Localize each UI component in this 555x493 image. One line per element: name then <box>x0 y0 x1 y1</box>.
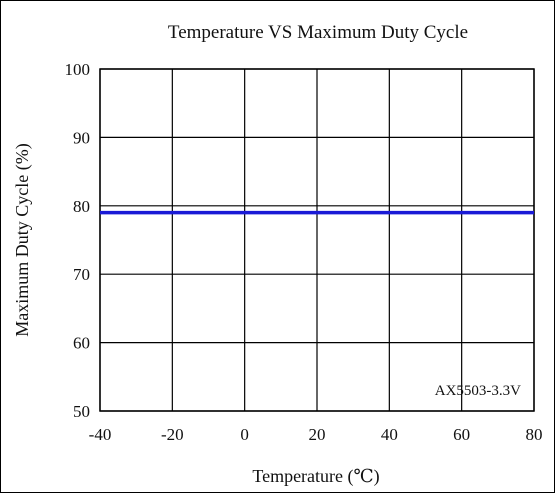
plot-area-border <box>99 68 535 412</box>
y-axis-label: Maximum Duty Cycle (%) <box>12 143 33 336</box>
series-annotation: AX5503-3.3V <box>435 383 521 399</box>
y-tick-labels: 50 60 70 80 90 100 <box>65 60 91 421</box>
grid <box>99 68 535 412</box>
x-tick-labels: -40 -20 0 20 40 60 80 <box>89 425 543 444</box>
y-tick-label: 100 <box>65 60 91 79</box>
y-tick-label: 50 <box>73 402 90 421</box>
y-tick-label: 60 <box>73 334 90 353</box>
x-tick-label: 60 <box>453 425 470 444</box>
chart-title: Temperature VS Maximum Duty Cycle <box>168 22 468 43</box>
y-tick-label: 90 <box>73 128 90 147</box>
x-axis-label: Temperature (℃) <box>252 466 379 487</box>
y-tick-label: 80 <box>73 197 90 216</box>
x-tick-label: 80 <box>526 425 543 444</box>
x-tick-label: 20 <box>309 425 326 444</box>
x-tick-label: -40 <box>89 425 112 444</box>
x-tick-label: 40 <box>381 425 398 444</box>
y-tick-label: 70 <box>73 265 90 284</box>
x-tick-label: 0 <box>240 425 249 444</box>
x-tick-label: -20 <box>161 425 184 444</box>
